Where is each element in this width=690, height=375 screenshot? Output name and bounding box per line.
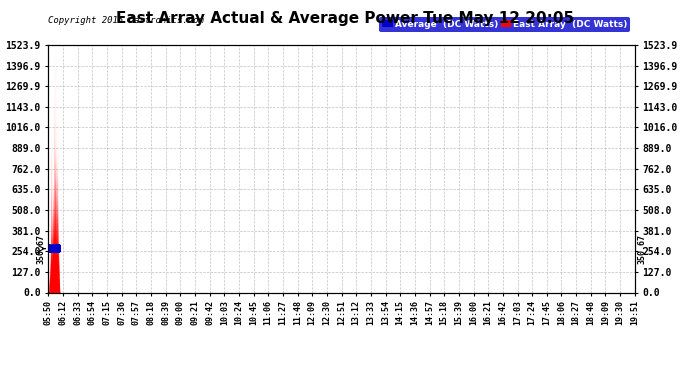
Text: 350.67: 350.67 <box>638 234 647 264</box>
Text: Copyright 2015 Cartronics.com: Copyright 2015 Cartronics.com <box>48 16 204 25</box>
Text: 350.67: 350.67 <box>37 234 46 264</box>
Legend: Average  (DC Watts), East Array  (DC Watts): Average (DC Watts), East Array (DC Watts… <box>380 17 630 32</box>
Text: East Array Actual & Average Power Tue May 12 20:05: East Array Actual & Average Power Tue Ma… <box>116 11 574 26</box>
